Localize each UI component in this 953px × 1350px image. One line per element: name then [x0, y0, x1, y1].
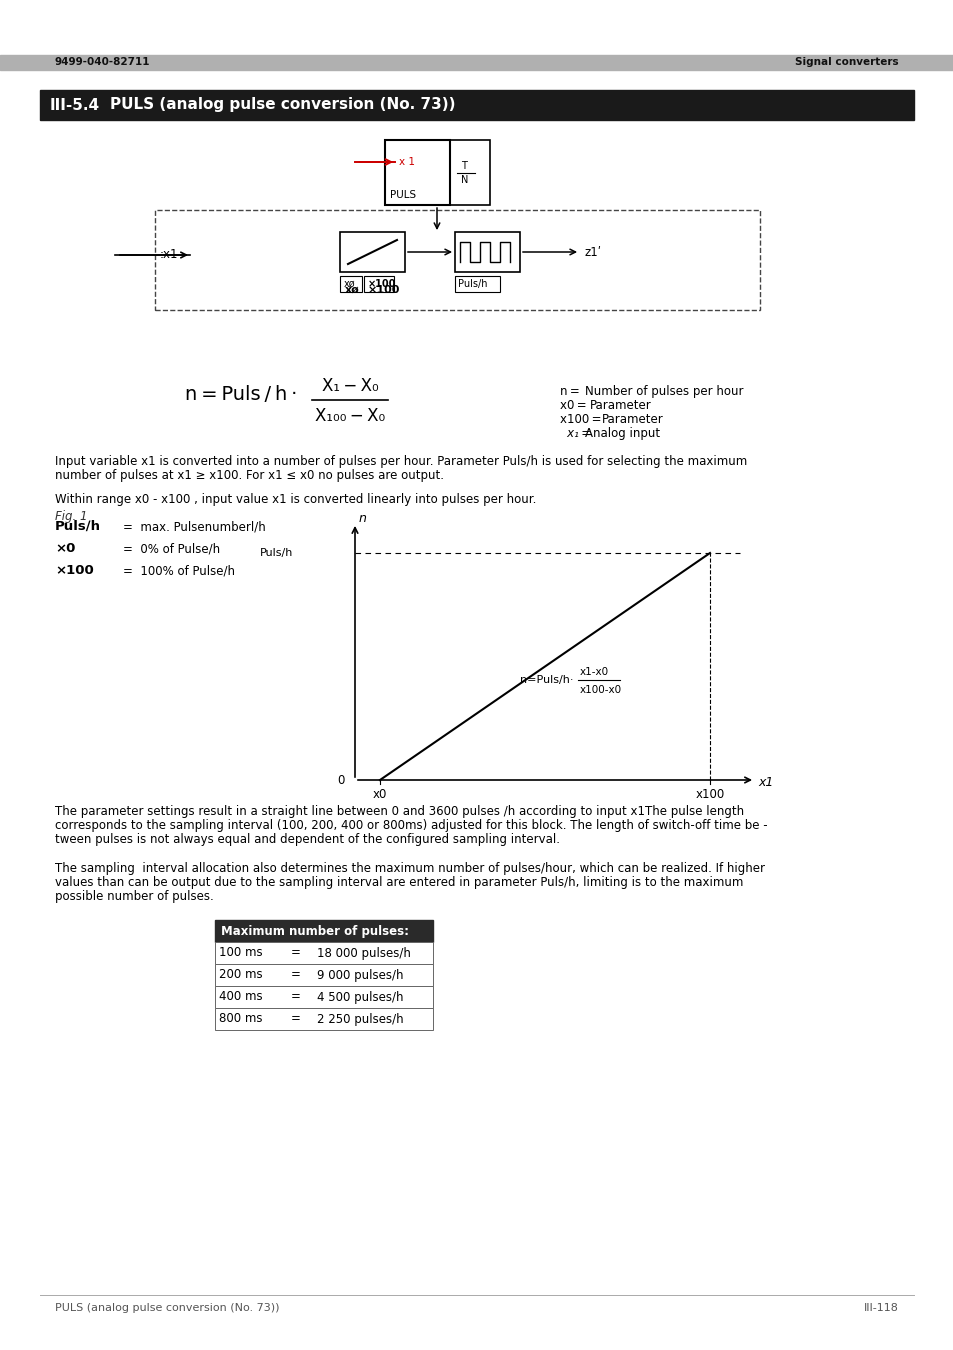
Bar [385, 140, 490, 205]
Text: xø: xø [345, 285, 359, 296]
Text: xø: xø [344, 279, 355, 289]
Text: ×100: ×100 [55, 564, 93, 576]
Text: 9499-040-82711: 9499-040-82711 [55, 57, 151, 68]
Bar [0, 55, 953, 70]
Text: PULS (analog pulse conversion (No. 73)): PULS (analog pulse conversion (No. 73)) [110, 97, 455, 112]
Text: PULS: PULS [390, 190, 416, 200]
Text: N: N [460, 176, 468, 185]
Text: number of pulses at x1 ≥ x100. For x1 ≤ x0 no pulses are output.: number of pulses at x1 ≥ x100. For x1 ≤ … [55, 468, 443, 482]
Text: Puls∕h: Puls∕h [55, 520, 101, 533]
Bar [214, 986, 433, 1008]
Text: ×100: ×100 [368, 285, 400, 296]
Text: ×0: ×0 [55, 541, 75, 555]
Text: Input variable x1 is converted into a number of pulses per hour. Parameter Puls/: Input variable x1 is converted into a nu… [55, 455, 746, 468]
Text: Within range x0 - x100 , input value x1 is converted linearly into pulses per ho: Within range x0 - x100 , input value x1 … [55, 493, 536, 506]
Text: III-5.4: III-5.4 [50, 97, 100, 112]
Text: x1-x0: x1-x0 [579, 667, 608, 676]
Bar [214, 1008, 433, 1030]
Bar [40, 90, 913, 120]
Text: =: = [291, 991, 300, 1003]
Text: tween pulses is not always equal and dependent of the configured sampling interv: tween pulses is not always equal and dep… [55, 833, 559, 846]
Text: x100 =: x100 = [559, 413, 601, 427]
Text: :x1: :x1 [160, 248, 178, 262]
Text: The sampling  interval allocation also determines the maximum number of pulses/h: The sampling interval allocation also de… [55, 863, 764, 875]
Bar [339, 275, 361, 292]
Bar [455, 275, 499, 292]
Text: =  0% of Pulse/h: = 0% of Pulse/h [123, 541, 220, 555]
Text: 0: 0 [337, 774, 345, 787]
Text: III-118: III-118 [863, 1303, 898, 1314]
Text: x100-x0: x100-x0 [579, 684, 621, 695]
Bar [385, 140, 450, 205]
Text: x 1: x 1 [398, 157, 415, 167]
Text: 400 ms: 400 ms [219, 991, 262, 1003]
Text: ×100: ×100 [368, 279, 395, 289]
Text: n: n [358, 513, 367, 525]
Text: 4 500 pulses/h: 4 500 pulses/h [316, 991, 403, 1003]
Text: 100 ms: 100 ms [219, 946, 262, 960]
Text: PULS (analog pulse conversion (No. 73)): PULS (analog pulse conversion (No. 73)) [55, 1303, 279, 1314]
Text: z1ʹ: z1ʹ [584, 246, 601, 258]
Text: Fig. 1: Fig. 1 [55, 510, 88, 522]
Text: Puls∕h: Puls∕h [260, 548, 294, 558]
Text: =: = [291, 946, 300, 960]
Text: Parameter: Parameter [601, 413, 663, 427]
Text: Puls/h: Puls/h [457, 279, 487, 289]
Text: Maximum number of pulses:: Maximum number of pulses: [221, 925, 409, 937]
Text: x1: x1 [758, 775, 773, 788]
Text: 18 000 pulses/h: 18 000 pulses/h [316, 946, 411, 960]
Bar [214, 919, 433, 942]
Bar [455, 232, 519, 271]
Text: x0 =: x0 = [559, 400, 586, 412]
Text: Parameter: Parameter [589, 400, 651, 412]
Bar [154, 211, 760, 310]
Text: 200 ms: 200 ms [219, 968, 262, 981]
Text: X₁₀₀ − X₀: X₁₀₀ − X₀ [314, 406, 385, 425]
Text: 2 250 pulses/h: 2 250 pulses/h [316, 1012, 403, 1026]
Bar [339, 232, 405, 271]
Text: x0: x0 [373, 787, 387, 801]
Text: corresponds to the sampling interval (100, 200, 400 or 800ms) adjusted for this : corresponds to the sampling interval (10… [55, 819, 767, 832]
Text: X₁ − X₀: X₁ − X₀ [321, 377, 378, 396]
Text: Analog input: Analog input [584, 427, 659, 440]
Text: x₁ =: x₁ = [559, 427, 591, 440]
Text: Number of pulses per hour: Number of pulses per hour [584, 385, 742, 398]
Text: x100: x100 [695, 787, 724, 801]
Text: Signal converters: Signal converters [795, 57, 898, 68]
Text: 800 ms: 800 ms [219, 1012, 262, 1026]
Text: =: = [291, 968, 300, 981]
Text: n =: n = [559, 385, 579, 398]
Text: possible number of pulses.: possible number of pulses. [55, 890, 213, 903]
Text: n=Puls/h·: n=Puls/h· [519, 675, 573, 684]
Bar [214, 964, 433, 986]
Text: values than can be output due to the sampling interval are entered in parameter : values than can be output due to the sam… [55, 876, 742, 890]
Text: =  100% of Pulse/h: = 100% of Pulse/h [123, 564, 234, 576]
Text: n = Puls / h ·: n = Puls / h · [185, 386, 297, 405]
Bar [214, 942, 433, 964]
Text: 9 000 pulses/h: 9 000 pulses/h [316, 968, 403, 981]
Bar [364, 275, 394, 292]
Text: =: = [291, 1012, 300, 1026]
Text: =  max. Pulsenumberl/h: = max. Pulsenumberl/h [123, 520, 266, 533]
Text: T: T [460, 161, 466, 171]
Text: The parameter settings result in a straight line between 0 and 3600 pulses /h ac: The parameter settings result in a strai… [55, 805, 743, 818]
